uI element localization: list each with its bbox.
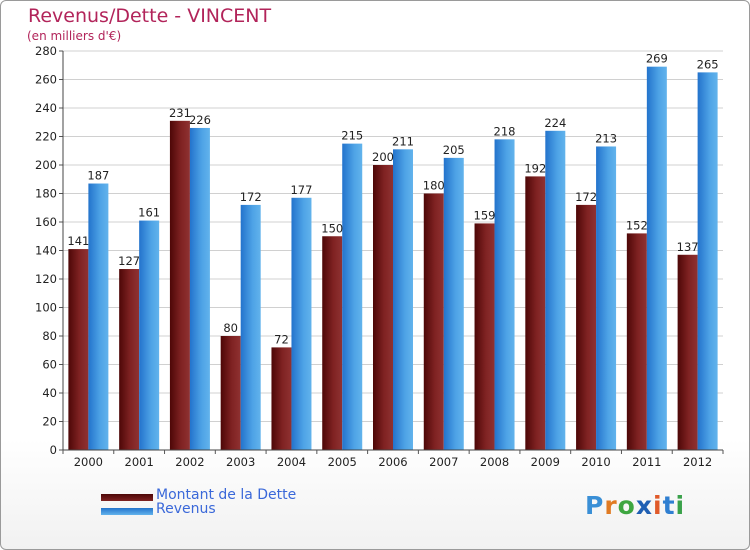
bar-revenus	[342, 143, 363, 450]
value-label-dette: 172	[575, 190, 597, 204]
x-tick-label: 2011	[632, 455, 661, 469]
bar-revenus	[189, 127, 210, 450]
bar-dette	[271, 347, 292, 450]
value-label-revenus: 215	[341, 129, 363, 143]
logo-letter: o	[617, 491, 636, 520]
y-tick-label: 20	[42, 415, 57, 429]
bar-revenus	[443, 157, 464, 450]
y-tick-label: 220	[35, 130, 57, 144]
value-label-dette: 150	[321, 221, 343, 235]
value-label-revenus: 265	[697, 57, 719, 71]
legend-label-revenus: Revenus	[156, 501, 216, 517]
bar-revenus	[697, 72, 718, 450]
bar-dette	[525, 176, 546, 450]
value-label-dette: 80	[223, 321, 238, 335]
bar-dette	[423, 193, 444, 450]
bar-revenus	[393, 149, 413, 450]
value-label-revenus: 226	[189, 113, 211, 127]
value-label-revenus: 269	[646, 52, 668, 66]
value-label-revenus: 187	[87, 169, 109, 183]
y-tick-label: 100	[35, 301, 57, 315]
value-label-dette: 192	[524, 161, 546, 175]
value-label-dette: 200	[372, 150, 394, 164]
bar-dette	[322, 236, 343, 450]
y-tick-label: 0	[50, 443, 57, 457]
logo-letter: x	[635, 491, 653, 520]
x-tick-label: 2009	[531, 455, 560, 469]
y-tick-label: 120	[35, 272, 57, 286]
bar-dette	[169, 120, 190, 450]
x-tick-label: 2001	[125, 455, 154, 469]
value-label-revenus: 172	[240, 190, 262, 204]
value-label-dette: 127	[118, 254, 140, 268]
legend-swatch-revenus	[101, 508, 153, 515]
value-label-dette: 137	[677, 240, 699, 254]
x-tick-label: 2000	[74, 455, 103, 469]
x-tick-label: 2002	[175, 455, 204, 469]
bar-revenus	[88, 183, 109, 450]
y-tick-label: 140	[35, 244, 57, 258]
x-tick-label: 2008	[480, 455, 509, 469]
x-tick-label: 2004	[277, 455, 306, 469]
chart-title: Revenus/Dette - VINCENT	[28, 5, 272, 27]
bar-revenus	[494, 139, 515, 450]
x-tick-label: 2010	[581, 455, 610, 469]
y-tick-label: 60	[42, 358, 57, 372]
logo-letter: i	[653, 491, 663, 520]
bar-revenus	[646, 66, 667, 451]
bar-revenus	[291, 197, 312, 450]
value-label-dette: 72	[274, 332, 289, 346]
y-tick-label: 80	[42, 329, 57, 343]
value-label-revenus: 205	[443, 143, 465, 157]
legend-swatch-dette	[101, 494, 153, 501]
value-label-revenus: 213	[595, 131, 617, 145]
y-tick-label: 240	[35, 101, 57, 115]
value-label-dette: 159	[474, 208, 496, 222]
x-tick-label: 2007	[429, 455, 458, 469]
logo-letter: i	[675, 491, 686, 520]
legend-label-dette: Montant de la Dette	[156, 487, 297, 503]
y-tick-label: 160	[35, 215, 57, 229]
value-label-revenus: 218	[494, 124, 516, 138]
value-label-dette: 152	[626, 218, 648, 232]
y-tick-label: 180	[35, 187, 57, 201]
bar-dette	[576, 204, 597, 450]
x-tick-label: 2006	[378, 455, 407, 469]
y-tick-label: 260	[35, 73, 57, 87]
chart-subtitle: (en milliers d'€)	[27, 29, 122, 43]
x-tick-label: 2003	[226, 455, 255, 469]
bar-revenus	[139, 220, 160, 450]
value-label-revenus: 161	[138, 206, 160, 220]
value-label-dette: 141	[67, 234, 89, 248]
logo-letter: P	[585, 491, 605, 520]
bar-revenus	[240, 204, 261, 450]
x-tick-label: 2005	[328, 455, 357, 469]
bar-dette	[626, 233, 647, 450]
value-label-dette: 180	[423, 179, 445, 193]
y-tick-label: 40	[42, 386, 57, 400]
bar-dette	[220, 336, 241, 450]
value-label-revenus: 211	[392, 134, 414, 148]
y-tick-label: 200	[35, 158, 57, 172]
value-label-revenus: 224	[544, 116, 566, 130]
proxiti-logo: Proxiti	[585, 491, 685, 520]
bar-dette	[119, 269, 140, 450]
bar-dette	[677, 254, 698, 450]
y-tick-label: 280	[35, 44, 57, 58]
value-label-dette: 231	[169, 106, 191, 120]
x-tick-label: 2012	[683, 455, 712, 469]
bar-dette	[68, 249, 89, 450]
bar-revenus	[545, 130, 566, 451]
logo-letter: t	[662, 491, 676, 520]
logo-letter: r	[604, 491, 618, 520]
bar-revenus	[596, 146, 617, 450]
value-label-revenus: 177	[290, 183, 312, 197]
bar-dette	[373, 165, 393, 450]
bar-dette	[474, 223, 495, 450]
